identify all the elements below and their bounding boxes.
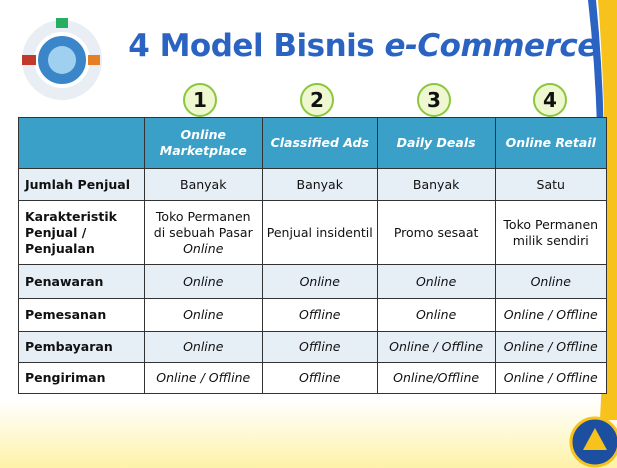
title-emphasis: e-Commerce [384,28,599,64]
table-cell: Banyak [261,168,378,201]
table-row: Pengiriman Online / Offline Offline Online/… [18,362,607,394]
column-header: Daily Deals [376,117,496,169]
cell-text: Offline [299,339,341,354]
cell-text: Online [183,307,224,322]
cell-text: Online [415,273,457,289]
bottom-band [0,400,617,468]
table-cell: Online / Offline [376,331,496,363]
cell-text: Online / Offline [503,339,598,354]
emblem [569,416,617,468]
table-row: Penawaran Online Online Online Online [18,264,607,299]
cell-text: Offline [299,307,341,322]
table-row: Jumlah Penjual Banyak Banyak Banyak Satu [18,168,607,201]
column-header: Classified Ads [261,117,378,169]
column-header: Online Retail [494,117,607,169]
cell-text: Online [183,240,224,256]
cell-text: Online [183,339,224,354]
cell-text: Online / Offline [503,307,598,322]
table-cell: Promo sesaat [376,200,496,265]
table-cell: Online / Offline [494,298,607,332]
table-cell: Online/Offline [376,362,496,394]
row-header: Karakteristik Penjual / Penjualan [18,200,145,265]
table-row: Pembayaran Online Offline Online / Offline O… [18,331,607,363]
table-cell: Banyak [376,168,496,201]
row-header: Jumlah Penjual [18,168,145,201]
corner-cell [18,117,145,169]
row-header: Pembayaran [18,331,145,363]
table-cell: Online / Offline [494,362,607,394]
header-row: Online Marketplace Classified Ads Daily De… [18,117,607,169]
number-badge: 2 [300,83,334,117]
comparison-table: Online Marketplace Classified Ads Daily De… [18,117,607,394]
number-badge: 1 [183,83,217,117]
cell-text: Online [415,307,457,322]
table-cell: Toko Permanen milik sendiri [494,200,607,265]
number-badge: 4 [533,83,567,117]
table-cell: Online [143,298,263,332]
table-cell: Offline [261,331,378,363]
swoosh [598,0,617,420]
title: 4 Model Bisnis e-Commerce [128,28,598,64]
table-cell: Offline [261,362,378,394]
table-cell: Online / Offline [494,331,607,363]
cell-text: Online / Offline [156,370,251,385]
cell-text: Online/Offline [393,370,480,385]
table-cell: Penjual insidentil [261,200,378,265]
column-header: Online Marketplace [143,117,263,169]
table-cell: Banyak [143,168,263,201]
cell-text: Online / Offline [503,370,598,385]
cell-text: Toko Permanen di sebuah Pasar [153,208,253,240]
cell-text: Online / Offline [389,339,484,354]
table-cell: Online / Offline [143,362,263,394]
table-cell: Toko Permanen di sebuah Pasar Online [143,200,263,265]
cell-text: Offline [299,370,341,385]
cell-text: Online [530,273,571,289]
table-cell: Online [376,298,496,332]
row-header: Penawaran [18,264,145,299]
title-prefix: 4 Model Bisnis [128,28,375,64]
table-cell: Satu [494,168,607,201]
table-cell: Online [376,264,496,299]
table-row: Pemesanan Online Offline Online Online / Off… [18,298,607,332]
row-header: Pengiriman [18,362,145,394]
table-cell: Online [143,264,263,299]
table-cell: Online [261,264,378,299]
table-cell: Online [143,331,263,363]
table-cell: Offline [261,298,378,332]
number-badge: 3 [417,83,451,117]
row-header: Pemesanan [18,298,145,332]
table-cell: Online [494,264,607,299]
cell-text: Online [183,273,224,289]
logo [22,18,102,100]
table-row: Karakteristik Penjual / Penjualan Toko Pe… [18,200,607,265]
cell-text: Online [299,273,340,289]
